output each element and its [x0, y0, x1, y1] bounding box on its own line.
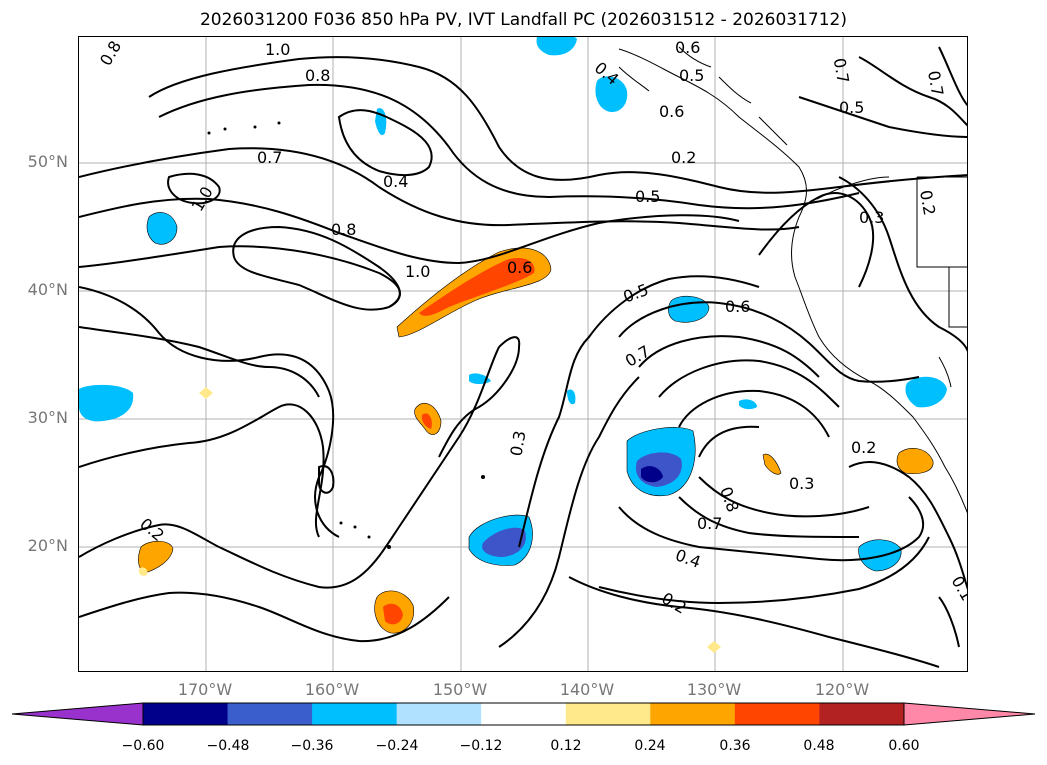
contour-label: 0.3 — [859, 208, 884, 227]
contour-label: 0.7 — [830, 57, 853, 85]
colorbar-extend-low — [12, 703, 143, 725]
coastline — [618, 46, 967, 514]
colorbar-tick: −0.24 — [375, 738, 419, 754]
lat-label-30n: 30°N — [27, 408, 68, 427]
lat-label-20n: 20°N — [27, 536, 68, 555]
contour-label: 0.6 — [507, 258, 532, 277]
lon-label-160w: 160°W — [304, 680, 360, 699]
colorbar-segment — [396, 703, 482, 725]
contour-label: 0.7 — [257, 148, 282, 167]
colorbar-segment — [227, 703, 313, 725]
map-title: 2026031200 F036 850 hPa PV, IVT Landfall… — [199, 10, 847, 30]
colorbar-segment — [565, 703, 651, 725]
colorbar-tick: 0.60 — [888, 738, 920, 754]
contour-label: 0.2 — [851, 438, 876, 457]
contour-label: 0.6 — [725, 297, 750, 316]
lon-label-140w: 140°W — [559, 680, 615, 699]
colorbar-tick: −0.36 — [290, 738, 334, 754]
colorbar-tick: 0.12 — [550, 738, 582, 754]
shaded-anomalies — [79, 37, 947, 653]
lat-label-40n: 40°N — [27, 280, 68, 299]
contour-label: 1.0 — [265, 40, 290, 59]
contour-label: 1.0 — [188, 183, 217, 215]
contour-label: 0.2 — [671, 148, 696, 167]
contour-label: 0.6 — [659, 102, 684, 121]
contour-label: 0.4 — [673, 545, 703, 572]
lon-label-120w: 120°W — [814, 680, 870, 699]
contour-label: 0.5 — [635, 187, 660, 206]
colorbar-segment — [819, 703, 905, 725]
colorbar-tick: −0.48 — [206, 738, 250, 754]
contour-label: 0.7 — [924, 69, 947, 97]
contour-label: 0.8 — [305, 66, 330, 85]
map-panel: 0.8 1.0 0.8 0.4 0.6 0.5 0.6 0.5 0.7 1.0 … — [78, 36, 968, 672]
contour-label: 0.7 — [697, 514, 722, 533]
contour-label: 1.0 — [405, 262, 430, 281]
gridlines — [79, 37, 967, 671]
lon-label-150w: 150°W — [432, 680, 488, 699]
contour-label: 0.4 — [383, 172, 408, 191]
contour-label: 0.3 — [789, 474, 814, 493]
colorbar-segment — [734, 703, 820, 725]
contour-label: 0.1 — [948, 573, 968, 605]
islands — [207, 121, 485, 549]
contour-label: 0.8 — [331, 220, 356, 239]
colorbar-segment — [481, 703, 567, 725]
contour-label: 0.5 — [679, 66, 704, 85]
colorbar-tick: 0.48 — [803, 738, 835, 754]
colorbar-segment — [312, 703, 398, 725]
colorbar-tick: 0.36 — [719, 738, 751, 754]
contour-label: 0.8 — [716, 484, 743, 514]
contour-label: 0.3 — [506, 429, 529, 457]
lon-label-170w: 170°W — [177, 680, 233, 699]
colorbar-segments — [143, 703, 905, 725]
colorbar-tick: −0.60 — [121, 738, 165, 754]
map-canvas: 0.8 1.0 0.8 0.4 0.6 0.5 0.6 0.5 0.7 1.0 … — [79, 37, 968, 671]
lon-label-130w: 130°W — [686, 680, 742, 699]
colorbar-tick: 0.24 — [634, 738, 666, 754]
contour-label: 0.8 — [96, 37, 125, 69]
colorbar-segment — [143, 703, 229, 725]
contour-label: 0.2 — [658, 588, 690, 617]
colorbar-frame — [142, 702, 905, 726]
contour-label: 0.2 — [136, 514, 168, 545]
colorbar-tick: −0.12 — [459, 738, 503, 754]
contour-label: 0.5 — [621, 280, 651, 307]
contour-label: 0.7 — [622, 341, 654, 370]
colorbar-segment — [650, 703, 736, 725]
contour-label: 0.5 — [839, 98, 864, 117]
contour-label: 0.6 — [675, 38, 700, 57]
colorbar-extend-high — [904, 703, 1035, 725]
lat-label-50n: 50°N — [27, 152, 68, 171]
contour-lines — [79, 46, 967, 668]
contour-label: 0.2 — [916, 188, 939, 216]
